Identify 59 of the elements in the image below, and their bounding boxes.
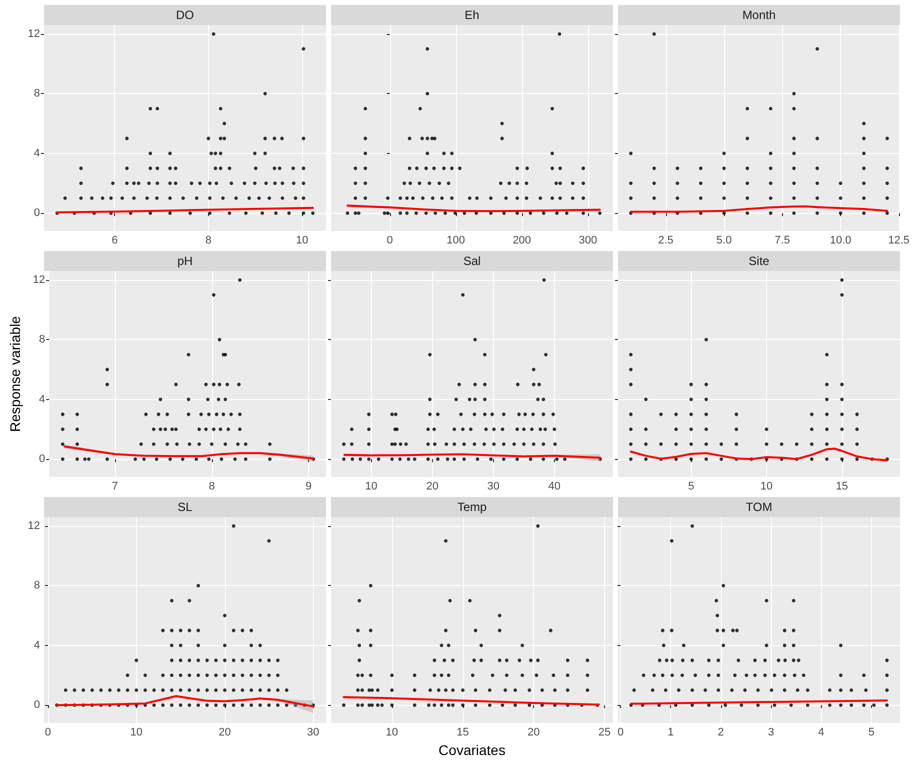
x-tick-label: 40 bbox=[548, 480, 561, 492]
x-tick-label: 0 bbox=[617, 726, 624, 738]
x-tick-label: 30 bbox=[307, 726, 320, 738]
x-tick-label: 3 bbox=[768, 726, 774, 738]
x-tick-label: 5 bbox=[868, 726, 874, 738]
chart-title: TOM bbox=[618, 497, 900, 517]
x-tick-label: 7.5 bbox=[774, 234, 790, 246]
y-tick-label: 0 bbox=[39, 453, 46, 466]
chart-title: SL bbox=[44, 497, 326, 517]
chart-title: Site bbox=[618, 251, 900, 271]
chart-title: Eh bbox=[331, 5, 613, 25]
x-tick-label: 5.0 bbox=[716, 234, 732, 246]
x-tick-label: 10 bbox=[365, 480, 378, 492]
x-tick-label: 100 bbox=[446, 234, 465, 246]
chart-title: Sal bbox=[331, 251, 613, 271]
x-tick-label: 0 bbox=[386, 234, 393, 246]
y-tick-label: 4 bbox=[34, 147, 40, 160]
chart-title: Month bbox=[618, 5, 900, 25]
chart-title: DO bbox=[44, 5, 326, 25]
x-tick-label: 200 bbox=[512, 234, 532, 246]
x-tick-label: 6 bbox=[112, 234, 118, 246]
x-tick-label: 20 bbox=[218, 726, 231, 738]
y-axis-title: Response variable bbox=[7, 316, 23, 432]
y-tick-label: 4 bbox=[34, 639, 40, 652]
x-tick-label: 1 bbox=[668, 726, 674, 738]
x-axis-title: Covariates bbox=[438, 742, 506, 758]
y-tick-label: 8 bbox=[39, 334, 46, 346]
x-tick-label: 7 bbox=[112, 480, 118, 492]
x-tick-label: 12.5 bbox=[888, 234, 910, 246]
x-tick-label: 8 bbox=[208, 480, 215, 492]
x-tick-label: 15 bbox=[456, 726, 469, 738]
y-tick-label: 8 bbox=[34, 88, 40, 100]
y-tick-label: 12 bbox=[32, 274, 46, 286]
x-tick-label: 10 bbox=[296, 234, 308, 246]
chart-title: Temp bbox=[331, 497, 613, 517]
y-tick-label: 8 bbox=[34, 580, 40, 592]
line-series bbox=[56, 695, 314, 708]
y-tick-label: 4 bbox=[39, 393, 46, 406]
x-tick-label: 30 bbox=[487, 480, 500, 492]
y-tick-label: 0 bbox=[34, 207, 40, 220]
x-tick-label: 9 bbox=[306, 480, 312, 492]
x-tick-label: 10.0 bbox=[830, 234, 852, 246]
x-tick-label: 5 bbox=[688, 480, 694, 492]
x-tick-label: 8 bbox=[205, 234, 212, 246]
y-tick-label: 12 bbox=[28, 28, 40, 40]
x-tick-label: 2 bbox=[718, 726, 724, 738]
x-tick-label: 10 bbox=[760, 480, 773, 492]
y-tick-label: 12 bbox=[28, 520, 40, 532]
x-tick-label: 10 bbox=[386, 726, 398, 738]
x-tick-label: 25 bbox=[598, 726, 611, 738]
chart-title: pH bbox=[44, 251, 326, 271]
x-tick-label: 300 bbox=[578, 234, 598, 246]
y-tick-label: 0 bbox=[34, 699, 40, 712]
x-tick-label: 4 bbox=[818, 726, 824, 738]
x-tick-label: 10 bbox=[130, 726, 143, 738]
x-tick-label: 2.5 bbox=[658, 234, 674, 246]
x-tick-label: 20 bbox=[528, 726, 540, 738]
x-tick-label: 15 bbox=[836, 480, 848, 492]
x-tick-label: 20 bbox=[426, 480, 438, 492]
